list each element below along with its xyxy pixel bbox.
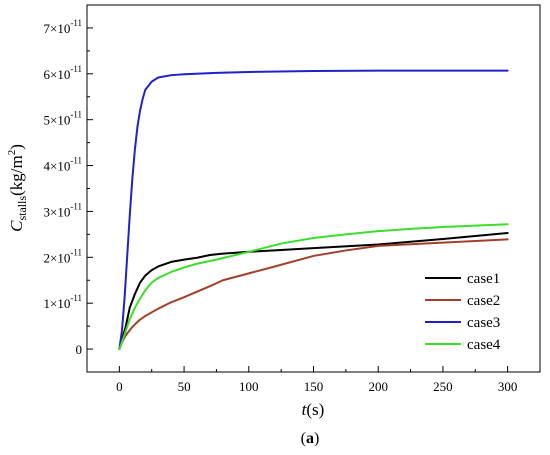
- x-tick-label: 50: [178, 379, 191, 394]
- series-line-case4: [118, 223, 509, 351]
- y-tick-label: 7×10-11: [43, 18, 82, 36]
- x-tick-label: 300: [498, 379, 518, 394]
- legend-label-case4: case4: [467, 337, 501, 353]
- y-tick-label: 4×10-11: [43, 156, 82, 174]
- x-tick-label: 100: [239, 379, 259, 394]
- series-line-case1: [118, 232, 509, 351]
- x-tick-label: 250: [433, 379, 453, 394]
- series-line-case2: [118, 238, 509, 351]
- legend: case1 case2 case3 case4: [425, 271, 501, 353]
- series-line-case3: [118, 69, 509, 351]
- x-tick-label: 150: [304, 379, 324, 394]
- y-tick-label: 2×10-11: [43, 247, 82, 265]
- series-layer: [118, 69, 509, 351]
- y-tick-label: 1×10-11: [43, 293, 82, 311]
- x-axis-label: t(s): [302, 400, 325, 419]
- legend-label-case1: case1: [467, 271, 500, 287]
- y-tick-label: 0: [76, 342, 83, 357]
- y-tick-label: 5×10-11: [43, 110, 82, 128]
- legend-label-case2: case2: [467, 293, 500, 309]
- x-tick-label: 0: [116, 379, 123, 394]
- y-tick-label: 3×10-11: [43, 201, 82, 219]
- axis-ticks: 0 50 100 150 200 250 300 0 1×10-11 2×10-11 3×10-11…: [43, 18, 517, 394]
- y-tick-label: 6×10-11: [43, 64, 82, 82]
- legend-label-case3: case3: [467, 315, 500, 331]
- y-axis-label: Cstalls(kg/m2): [6, 144, 29, 232]
- x-tick-label: 200: [368, 379, 388, 394]
- figure-caption: (a): [301, 430, 320, 447]
